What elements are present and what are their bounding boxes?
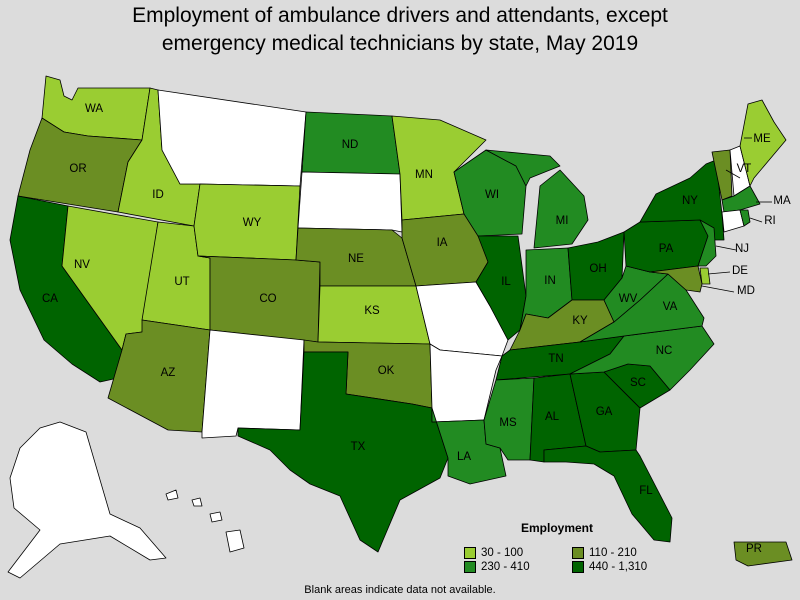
state-NM[interactable] xyxy=(201,329,305,439)
state-IL[interactable] xyxy=(475,235,527,341)
state-SD[interactable] xyxy=(297,171,403,233)
legend-item-4: 440 - 1,310 xyxy=(572,561,647,573)
label-nv: NV xyxy=(74,259,90,271)
label-sc: SC xyxy=(630,377,646,389)
label-in: IN xyxy=(544,275,556,287)
label-la: LA xyxy=(457,451,471,463)
label-md: MD xyxy=(737,285,755,297)
label-wv: WV xyxy=(619,293,638,305)
label-ut: UT xyxy=(174,276,189,288)
leader-ri xyxy=(749,217,763,223)
label-ca: CA xyxy=(42,293,58,305)
title-line-1: Employment of ambulance drivers and atte… xyxy=(132,4,668,27)
label-ks: KS xyxy=(364,305,380,317)
label-fl: FL xyxy=(639,485,653,497)
label-ne: NE xyxy=(348,253,364,265)
leader-vt xyxy=(725,169,741,179)
label-de: DE xyxy=(732,265,748,277)
label-pr: PR xyxy=(746,543,762,555)
label-leaders xyxy=(701,137,772,293)
label-wi: WI xyxy=(485,189,499,201)
label-nc: NC xyxy=(656,345,673,357)
state-MI[interactable] xyxy=(485,149,589,249)
legend-item-2: 110 - 210 xyxy=(572,547,637,559)
label-tx: TX xyxy=(351,441,366,453)
label-ny: NY xyxy=(682,195,698,207)
title-line-2: emergency medical technicians by state, … xyxy=(161,32,639,55)
state-TX[interactable] xyxy=(237,351,449,553)
label-ri: RI xyxy=(764,215,776,227)
label-al: AL xyxy=(545,411,560,423)
label-me: ME xyxy=(753,133,771,145)
label-vt: VT xyxy=(737,163,752,175)
label-ia: IA xyxy=(437,237,448,249)
label-ma: MA xyxy=(773,195,791,207)
leader-nj xyxy=(715,245,737,251)
state-ME[interactable] xyxy=(739,99,787,187)
state-HI[interactable] xyxy=(165,489,245,553)
label-ga: GA xyxy=(596,406,613,418)
label-il: IL xyxy=(501,276,511,288)
legend-swatch-3 xyxy=(464,561,476,573)
legend-label-2: 110 - 210 xyxy=(589,547,637,559)
label-ms: MS xyxy=(499,417,517,429)
state-AK[interactable] xyxy=(7,421,167,579)
state-labels: WA OR CA ID NV UT AZ WY CO ND NE KS OK TX MN IA LA WI IL MS… xyxy=(42,103,791,555)
label-wa: WA xyxy=(85,103,103,115)
legend-item-1: 30 - 100 xyxy=(464,547,523,559)
label-id: ID xyxy=(152,189,164,201)
legend-swatch-4 xyxy=(572,561,584,573)
label-mi: MI xyxy=(556,215,569,227)
legend-label-1: 30 - 100 xyxy=(481,547,524,559)
legend-label-3: 230 - 410 xyxy=(481,561,530,573)
state-MD[interactable] xyxy=(649,265,703,293)
label-co: CO xyxy=(259,293,276,305)
label-mn: MN xyxy=(415,169,433,181)
data-note: Blank areas indicate data not available. xyxy=(304,584,496,596)
label-nj: NJ xyxy=(735,243,749,255)
state-MT[interactable] xyxy=(157,89,307,187)
state-VT[interactable] xyxy=(711,149,733,201)
label-nd: ND xyxy=(342,139,359,151)
state-PR[interactable] xyxy=(733,541,793,567)
state-NJ[interactable] xyxy=(697,219,717,267)
label-tn: TN xyxy=(548,353,563,365)
state-RI[interactable] xyxy=(739,209,751,227)
state-FL[interactable] xyxy=(543,445,673,543)
leader-de xyxy=(707,271,731,275)
legend-swatch-2 xyxy=(572,547,584,559)
leader-md xyxy=(701,285,735,293)
label-va: VA xyxy=(663,301,678,313)
legend-label-4: 440 - 1,310 xyxy=(589,561,648,573)
legend-item-3: 230 - 410 xyxy=(464,561,530,573)
legend-title: Employment xyxy=(521,521,594,535)
label-ky: KY xyxy=(572,315,588,327)
label-or: OR xyxy=(69,163,86,175)
label-wy: WY xyxy=(243,217,262,229)
label-ok: OK xyxy=(378,365,395,377)
legend-swatch-1 xyxy=(464,547,476,559)
map-title: Employment of ambulance drivers and atte… xyxy=(0,2,800,58)
state-DE[interactable] xyxy=(699,267,711,285)
label-pa: PA xyxy=(659,243,674,255)
label-oh: OH xyxy=(589,263,606,275)
label-az: AZ xyxy=(161,367,176,379)
